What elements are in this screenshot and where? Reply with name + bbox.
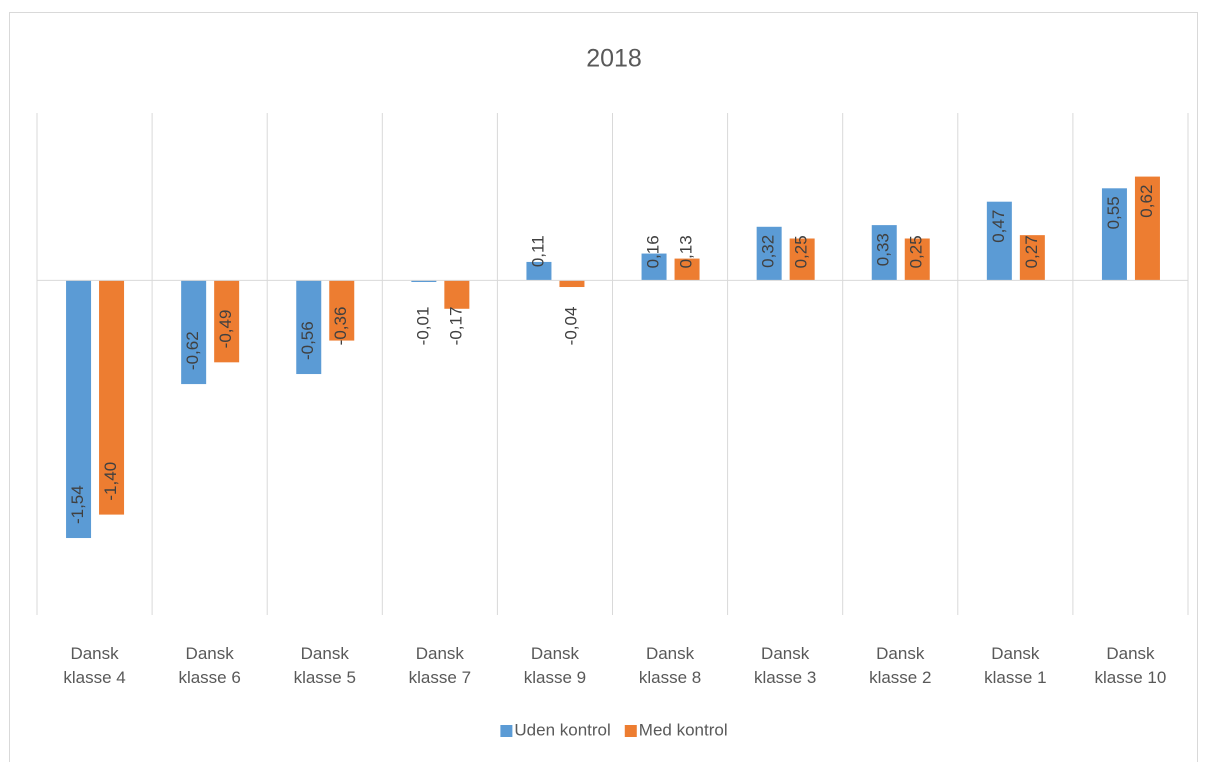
data-label: -0,56 (298, 321, 317, 360)
x-tick-label: Dansk klasse 10 (1094, 644, 1167, 687)
data-label: -0,62 (183, 331, 202, 370)
data-label: -0,49 (216, 310, 235, 349)
legend-label: Uden kontrol (514, 720, 610, 739)
data-label: 0,27 (1022, 235, 1041, 268)
bar (1101, 188, 1127, 281)
chart-title: 2018 (586, 45, 642, 73)
bar (214, 280, 240, 363)
bar (756, 226, 782, 281)
x-tick-label: Dansk klasse 5 (293, 644, 356, 687)
data-label: 0,47 (989, 210, 1008, 243)
bar (674, 258, 700, 281)
bar (1019, 235, 1045, 281)
bar (296, 280, 322, 375)
x-tick-label: Dansk klasse 7 (408, 644, 472, 687)
data-label: 0,33 (874, 233, 893, 266)
x-tick-label: Dansk klasse 8 (638, 644, 702, 687)
data-label: -0,17 (446, 307, 465, 346)
x-tick-label: Dansk klasse 4 (63, 644, 126, 687)
bar (986, 201, 1012, 281)
data-label: -0,04 (561, 307, 580, 346)
data-label: 0,55 (1104, 196, 1123, 229)
bar (789, 238, 815, 281)
data-label: 0,25 (907, 235, 926, 268)
x-tick-label: Dansk klasse 2 (869, 644, 932, 687)
bar (559, 280, 585, 288)
bar (444, 280, 470, 309)
chart-border (9, 12, 1198, 762)
bar (329, 280, 355, 341)
legend-swatch (624, 725, 637, 737)
data-label: 0,13 (677, 235, 696, 268)
data-label: 0,25 (792, 235, 811, 268)
legend-label: Med kontrol (639, 720, 728, 739)
x-tick-label: Dansk klasse 9 (523, 644, 587, 687)
bar (1134, 176, 1160, 281)
legend-swatch (500, 725, 513, 737)
data-label: 0,32 (759, 235, 778, 268)
x-tick-label: Dansk klasse 6 (178, 644, 241, 687)
data-label: 0,62 (1137, 185, 1156, 218)
bar (181, 280, 207, 385)
x-tick-label: Dansk klasse 1 (984, 644, 1047, 687)
bar (526, 261, 552, 281)
bar (871, 225, 897, 281)
bar (99, 280, 125, 515)
data-label: 0,16 (644, 235, 663, 268)
bar (66, 280, 92, 539)
data-label: 0,11 (528, 235, 547, 267)
bar (904, 238, 930, 281)
data-label: -0,36 (331, 307, 350, 346)
data-label: -0,01 (413, 307, 432, 346)
x-tick-label: Dansk klasse 3 (753, 644, 817, 687)
data-label: -1,40 (101, 462, 120, 501)
bar (411, 280, 437, 283)
bar (641, 253, 667, 281)
data-label: -1,54 (68, 485, 87, 524)
